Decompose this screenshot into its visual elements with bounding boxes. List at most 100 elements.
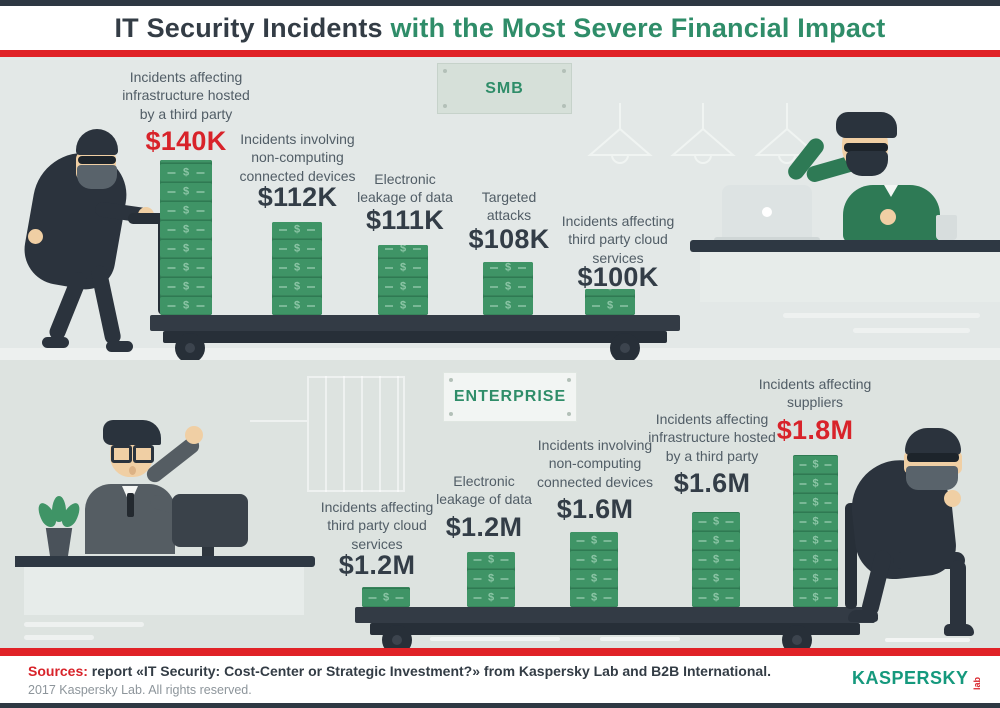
money-bill-icon [160,160,212,163]
money-bill-icon [160,183,212,201]
value-label: $112K [257,182,338,212]
value-label: $1.2M [338,550,416,580]
money-stack [272,222,322,315]
desk-top [690,240,1000,252]
money-stack [585,289,635,315]
thief-leg [950,560,966,632]
thief-foot [106,341,133,352]
sources-label: Sources: [28,663,88,679]
money-bill-icon [272,278,322,296]
money-bill-icon [160,202,212,220]
value-label: $140K [145,126,227,156]
smb-section: SMB Incidents affecting infrastructure h… [0,57,1000,360]
money-bill-icon [793,513,838,531]
thief-foot [42,337,69,348]
thief-hand [944,490,961,507]
floor-shadow [853,328,970,333]
copyright-text: 2017 Kaspersky Lab. All rights reserved. [28,683,252,697]
worker-hand [880,209,896,225]
money-bill-icon [692,589,740,607]
category-label: Incidents affecting third party cloud se… [561,213,675,266]
nail-icon [567,378,571,382]
money-bill-icon [793,475,838,493]
footer: Sources: report «IT Security: Cost-Cente… [0,656,1000,703]
money-bill-icon [378,278,428,296]
cart-underframe [370,623,860,635]
category-label: Electronic leakage of data [357,171,453,206]
money-bill-icon [483,297,533,315]
nail-icon [562,69,566,73]
sources-line: Sources: report «IT Security: Cost-Cente… [28,663,771,679]
smb-sign-label: SMB [485,79,524,97]
bottom-border [0,703,1000,708]
thief-mask [77,165,117,189]
cart-handle [128,213,176,224]
category-label: Incidents affecting third party cloud se… [320,499,434,552]
cart-platform [150,315,680,331]
money-bill-icon [467,552,515,569]
enterprise-sign-label: ENTERPRISE [453,388,567,405]
enterprise-sign: ENTERPRISE [443,372,577,422]
laptop-icon [722,185,812,239]
kaspersky-logo-brand: KASPERSKY [852,668,969,688]
footer-red-bar [0,648,1000,656]
money-bill-icon [362,589,410,607]
eyeglasses-icon [111,445,132,463]
money-stack [483,262,533,315]
page-title-prefix: IT Security Incidents [114,12,391,43]
sources-text: report «IT Security: Cost-Center or Stra… [87,663,771,679]
nail-icon [562,104,566,108]
desk-body [24,567,304,615]
cart-wheel-icon [175,333,205,360]
floor-dash [885,638,970,642]
money-bill-icon [570,589,618,607]
category-label: Incidents involving non-computing connec… [537,437,653,490]
money-bill-icon [467,589,515,607]
title-underline [0,50,1000,57]
cart-platform [355,607,875,623]
category-label: Incidents affecting infrastructure hoste… [122,69,250,122]
eyeglasses-icon [133,445,154,463]
value-label: $100K [577,262,659,292]
money-bill-icon [793,456,838,474]
value-label: $1.2M [445,512,523,542]
value-label: $1.6M [556,494,634,524]
money-bill-icon [272,297,322,315]
floor-shadow [24,622,144,627]
nail-icon [567,412,571,416]
kaspersky-logo-lab: lab [971,676,982,690]
money-bill-icon [160,221,212,239]
floor-dash [430,637,560,641]
smb-sign: SMB [437,63,572,114]
worker-mouth [129,466,136,475]
money-bill-icon [692,570,740,588]
money-stack [160,160,212,315]
category-label: Incidents affecting suppliers [758,376,872,411]
cart-wheel-icon [382,625,412,648]
money-bill-icon [585,297,635,315]
top-border [0,0,1000,6]
desk-top [15,556,315,567]
plant-pot [45,528,73,556]
smb-floor [0,348,1000,360]
page-title-highlight: with the Most Severe Financial Impact [390,12,886,43]
shelf-outline-line [250,420,307,422]
kaspersky-logo: KASPERSKY lab [852,668,985,692]
worker-beard [846,151,888,176]
category-label: Incidents involving non-computing connec… [239,131,356,184]
money-bill-icon [793,589,838,607]
floor-dash [600,637,680,641]
money-bill-icon [160,240,212,258]
money-bill-icon [570,551,618,569]
thief-beanie-icon [905,428,961,455]
money-bill-icon [272,259,322,277]
thief-foot [848,610,878,622]
money-bill-icon [272,222,322,239]
money-stack [467,552,515,607]
money-bill-icon [793,532,838,550]
sunglasses-icon [78,156,116,164]
money-bill-icon [692,513,740,531]
value-label: $111K [365,205,445,235]
coffee-cup-icon [936,215,957,240]
thief-foot [944,624,974,636]
